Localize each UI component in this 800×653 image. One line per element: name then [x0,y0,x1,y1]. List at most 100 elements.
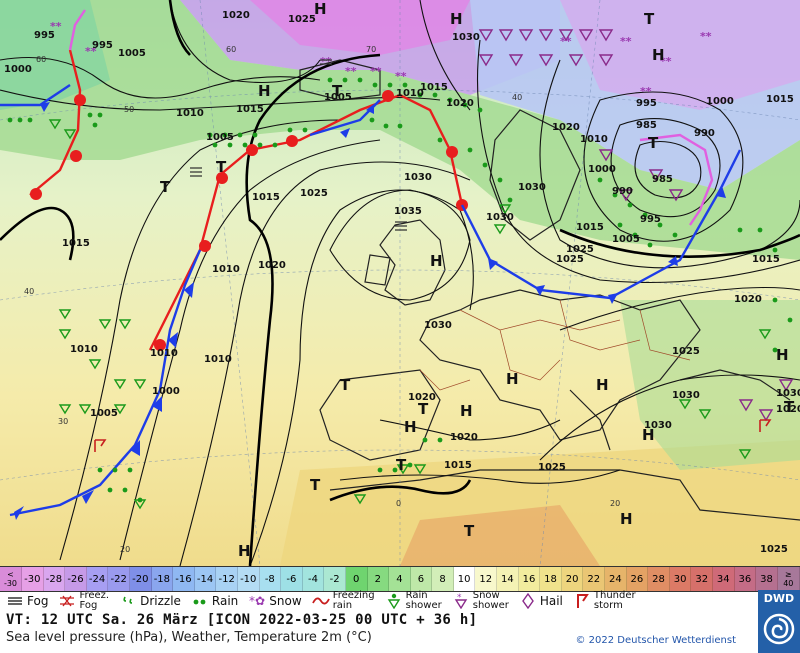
pressure-label: 1005 [206,132,234,143]
pressure-label: 1015 [420,82,448,93]
rain-shower-icon [387,593,400,609]
pressure-label: 1010 [176,108,204,119]
temperature-scale-cell: -10 [237,567,260,591]
low-center-label: T [216,158,227,176]
pressure-label: 1020 [446,98,474,109]
svg-text:**: ** [660,55,672,68]
freezing-fog-icon [60,595,75,607]
low-center-label: T [396,456,407,474]
temperature-scale-cell: 22 [583,567,606,591]
isotherm-label: 60 [226,45,236,54]
temperature-scale-cell: -20 [129,567,152,591]
snow-icon: *✿ [249,594,265,608]
pressure-label: 1025 [288,14,316,25]
cold-front-markers [14,102,726,520]
pressure-label: 1030 [486,212,514,223]
temperature-scale-cell: -24 [86,567,109,591]
pressure-label: 1005 [118,48,146,59]
pressure-label: 1010 [396,88,424,99]
country-borders [419,299,691,391]
pressure-label: 1015 [252,192,280,203]
map-info: VT: 12 UTC Sa. 26 März [ICON 2022-03-25 … [0,610,758,653]
legend-rain: Rain [191,593,238,609]
warm-region-southeast [400,505,600,566]
low-center-label: T [648,134,659,152]
pressure-label: 1030 [404,172,432,183]
high-center-label: H [620,510,633,528]
temperature-scale-cell: -2 [324,567,346,591]
pressure-label: 1030 [672,390,700,401]
isotherm-labels: 60 60 50 40 30 20 20 0 40 70 [24,45,620,554]
legend-snow: *✿ Snow [248,593,301,609]
svg-text:**: ** [85,45,97,58]
legend-fog: Fog [6,593,48,609]
pressure-label: 1025 [538,462,566,473]
temperature-scale-cell: 6 [410,567,433,591]
svg-text:**: ** [395,70,407,83]
dwd-spiral-icon [763,613,795,645]
temperature-scale-cell: 28 [648,567,670,591]
temperature-scale-cell: -12 [216,567,238,591]
pressure-label: 995 [640,214,661,225]
map-description: Sea level pressure (hPa), Weather, Tempe… [6,630,372,645]
legend-thunderstorm-label: Thunder storm [593,590,636,611]
temperature-scale-cell: -30 [22,567,44,591]
svg-text:**: ** [50,20,62,33]
svg-text:**: ** [620,35,632,48]
temperature-scale-cell: 20 [561,567,584,591]
rain-icon [193,599,206,605]
low-center-label: T [464,522,475,540]
isotherm-label: 60 [36,55,46,64]
temperature-scale-cell: 2 [367,567,390,591]
isotherm-label: 30 [58,417,68,426]
svg-text:**: ** [700,30,712,43]
isobar-1015 [0,0,800,566]
svg-text:**: ** [320,55,332,68]
svg-text:*: * [457,593,462,603]
pressure-label: 995 [34,30,55,41]
legend-thunderstorm: Thunder storm [573,591,636,611]
weather-legend: Fog Freez. Fog Drizzle Rain *✿ Snow Free… [0,590,758,612]
weather-map: ** ** ** ** ** ** ** ** ** ** ** 1020 1025 1030… [0,0,800,566]
low-center-label: T [160,178,171,196]
legend-freezing-rain-label: Freezing rain [332,590,375,611]
pressure-label: 1000 [588,164,616,175]
pressure-label: 1030 [518,182,546,193]
low-center-label: T [644,10,655,28]
high-center-label: H [404,418,417,436]
pressure-label: 1000 [706,96,734,107]
legend-freezing-fog-label: Freez. Fog [79,590,110,611]
legend-snow-shower-label: Snow shower [472,590,509,611]
pressure-label: 1030 [424,320,452,331]
pressure-label: 1030 [644,420,672,431]
snow-shower-icon: * [454,593,467,609]
isotherm-label: 40 [512,93,522,102]
svg-text:**: ** [640,85,652,98]
legend-freezing-rain: Freezing rain [311,590,375,611]
isotherm-label: 50 [124,105,134,114]
temperature-scale-cell: 36 [734,567,757,591]
temperature-scale-cell: 30 [669,567,692,591]
pressure-label: 1010 [70,344,98,355]
pressure-label: 1010 [150,348,178,359]
valid-time: VT: 12 UTC Sa. 26 März [ICON 2022-03-25 … [6,612,478,628]
dwd-logo: DWD [758,590,800,653]
pressure-label: 1030 [452,32,480,43]
legend-rain-label: Rain [211,593,239,608]
temperature-scale-cell: 24 [605,567,627,591]
isotherm-label: 40 [24,287,34,296]
pressure-label: 1015 [444,460,472,471]
snow-symbols: ** ** ** ** ** ** ** ** ** ** ** [50,20,712,98]
pressure-label: 1020 [408,392,436,403]
pressure-label: 995 [92,40,113,51]
temperature-scale-cell: -16 [173,567,195,591]
high-center-label: H [776,346,789,364]
pressure-label: 1000 [4,64,32,75]
high-center-label: H [238,542,251,560]
isotherm-label: 20 [610,499,620,508]
thunderstorm-symbols [94,419,772,452]
high-center-label: H [596,376,609,394]
high-center-label: H [652,46,665,64]
pressure-label: 995 [636,98,657,109]
legend-rain-shower-label: Rain shower [405,590,442,611]
